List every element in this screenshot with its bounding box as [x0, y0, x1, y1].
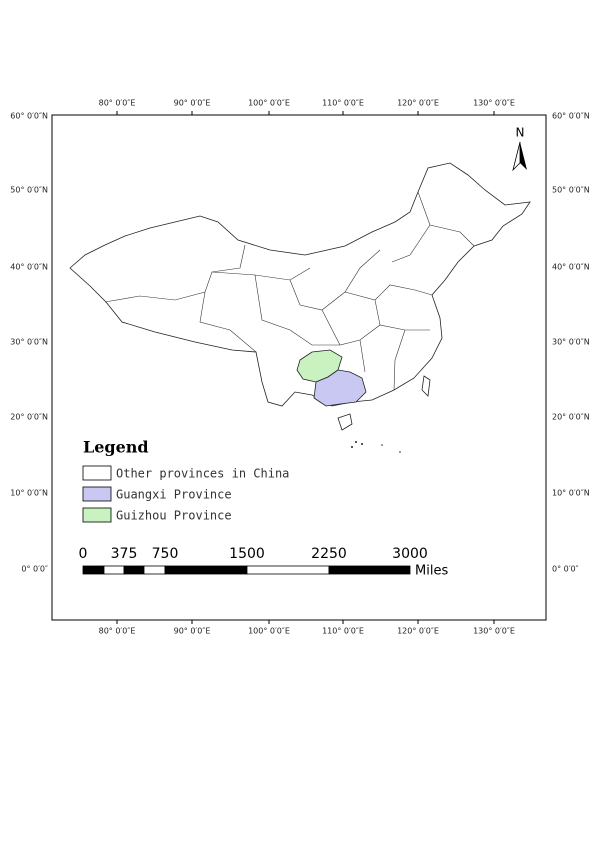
- scale-label: 750: [152, 546, 179, 562]
- legend: Other provinces in China Guangxi Province…: [82, 465, 289, 523]
- longitude-label: 110° 0′0″E: [322, 99, 364, 108]
- province-borders: [104, 191, 475, 391]
- latitude-label: 40° 0′0″N: [10, 263, 48, 272]
- scale-label: 0: [79, 546, 88, 562]
- latitude-label: 0° 0′0″: [21, 565, 48, 574]
- north-arrow-right: [520, 142, 527, 170]
- latitude-label: 0° 0′0″: [552, 565, 579, 574]
- longitude-label: 90° 0′0″E: [174, 627, 211, 636]
- scale-segment: [82, 565, 105, 575]
- north-label: N: [516, 126, 525, 140]
- taiwan-island: [421, 375, 431, 397]
- legend-swatch: [82, 465, 112, 481]
- south-sea-islands: [351, 441, 401, 453]
- scale-unit: Miles: [415, 564, 448, 579]
- scale-label: 2250: [311, 546, 347, 562]
- legend-title: Legend: [83, 438, 149, 457]
- scale-label: 3000: [392, 546, 428, 562]
- latitude-label: 60° 0′0″N: [552, 112, 590, 121]
- longitude-label: 80° 0′0″E: [99, 627, 136, 636]
- longitude-label: 90° 0′0″E: [174, 99, 211, 108]
- scale-label: 1500: [229, 546, 265, 562]
- longitude-label: 80° 0′0″E: [99, 99, 136, 108]
- china-outline: [69, 162, 531, 407]
- scale-label: 375: [111, 546, 138, 562]
- longitude-label: 120° 0′0″E: [397, 99, 439, 108]
- longitude-label: 130° 0′0″E: [473, 627, 515, 636]
- guangxi-province: [313, 369, 367, 407]
- scale-segment: [103, 565, 125, 575]
- scale-bar: 0 375 750 1500 2250 3000 Miles: [79, 546, 449, 579]
- longitude-label: 110° 0′0″E: [322, 627, 364, 636]
- latitude-label: 30° 0′0″N: [552, 338, 590, 347]
- latitude-label: 20° 0′0″N: [10, 413, 48, 422]
- latitude-label: 30° 0′0″N: [10, 338, 48, 347]
- legend-swatch: [82, 486, 112, 502]
- north-arrow-left: [512, 141, 521, 172]
- scale-segment: [246, 565, 330, 575]
- legend-label: Other provinces in China: [116, 467, 289, 481]
- map-frame: [51, 114, 547, 621]
- latitude-label: 40° 0′0″N: [552, 263, 590, 272]
- longitude-label: 120° 0′0″E: [397, 627, 439, 636]
- legend-swatch: [82, 507, 112, 523]
- latitude-label: 50° 0′0″N: [10, 186, 48, 195]
- longitude-label: 130° 0′0″E: [473, 99, 515, 108]
- longitude-label: 100° 0′0″E: [248, 627, 290, 636]
- scale-segment: [164, 565, 248, 575]
- legend-label: Guangxi Province: [116, 488, 232, 502]
- latitude-label: 10° 0′0″N: [552, 489, 590, 498]
- scale-segment: [123, 565, 145, 575]
- scale-segment: [143, 565, 166, 575]
- latitude-label: 50° 0′0″N: [552, 186, 590, 195]
- latitude-label: 10° 0′0″N: [10, 489, 48, 498]
- longitude-label: 100° 0′0″E: [248, 99, 290, 108]
- legend-label: Guizhou Province: [116, 509, 232, 523]
- hainan-island: [337, 413, 353, 431]
- latitude-label: 20° 0′0″N: [552, 413, 590, 422]
- latitude-label: 60° 0′0″N: [10, 112, 48, 121]
- scale-segment: [328, 565, 411, 575]
